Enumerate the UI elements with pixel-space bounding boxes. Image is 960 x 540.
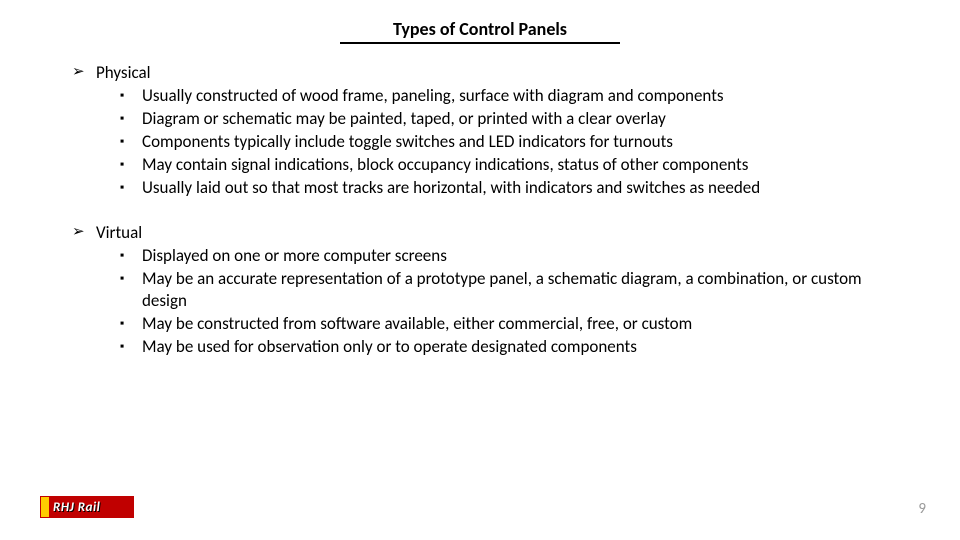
logo-text: RHJ Rail bbox=[49, 497, 133, 517]
chevron-right-icon: ➢ bbox=[72, 62, 96, 82]
bullet-l1: ➢ Virtual bbox=[72, 222, 910, 245]
square-bullet-icon: ▪ bbox=[120, 245, 142, 268]
brand-logo: RHJ Rail bbox=[40, 496, 134, 518]
section-virtual: ➢ Virtual ▪ Displayed on one or more com… bbox=[72, 222, 910, 360]
bullet-l2: ▪ Diagram or schematic may be painted, t… bbox=[72, 108, 910, 131]
square-bullet-icon: ▪ bbox=[120, 85, 142, 108]
bullet-text: Diagram or schematic may be painted, tap… bbox=[142, 108, 910, 131]
slide-title: Types of Control Panels bbox=[393, 18, 567, 40]
bullet-l2: ▪ May be used for observation only or to… bbox=[72, 336, 910, 359]
bullet-l2: ▪ Usually constructed of wood frame, pan… bbox=[72, 85, 910, 108]
square-bullet-icon: ▪ bbox=[120, 131, 142, 154]
bullet-l1: ➢ Physical bbox=[72, 62, 910, 85]
section-heading: Virtual bbox=[96, 222, 910, 245]
bullet-l2: ▪ Components typically include toggle sw… bbox=[72, 131, 910, 154]
slide-content: ➢ Physical ▪ Usually constructed of wood… bbox=[0, 44, 960, 359]
bullet-text: May contain signal indications, block oc… bbox=[142, 154, 910, 177]
bullet-text: May be constructed from software availab… bbox=[142, 313, 910, 336]
square-bullet-icon: ▪ bbox=[120, 313, 142, 336]
bullet-l2: ▪ Usually laid out so that most tracks a… bbox=[72, 177, 910, 200]
bullet-l2: ▪ May contain signal indications, block … bbox=[72, 154, 910, 177]
square-bullet-icon: ▪ bbox=[120, 268, 142, 291]
bullet-text: Usually laid out so that most tracks are… bbox=[142, 177, 910, 200]
section-heading: Physical bbox=[96, 62, 910, 85]
bullet-text: May be used for observation only or to o… bbox=[142, 336, 910, 359]
bullet-l2: ▪ Displayed on one or more computer scre… bbox=[72, 245, 910, 268]
bullet-text: Displayed on one or more computer screen… bbox=[142, 245, 910, 268]
square-bullet-icon: ▪ bbox=[120, 154, 142, 177]
bullet-l2: ▪ May be constructed from software avail… bbox=[72, 313, 910, 336]
bullet-text: Components typically include toggle swit… bbox=[142, 131, 910, 154]
bullet-text: May be an accurate representation of a p… bbox=[142, 268, 910, 314]
logo-accent-bar bbox=[41, 497, 49, 517]
bullet-l2: ▪ May be an accurate representation of a… bbox=[72, 268, 910, 314]
square-bullet-icon: ▪ bbox=[120, 177, 142, 200]
section-physical: ➢ Physical ▪ Usually constructed of wood… bbox=[72, 62, 910, 200]
bullet-text: Usually constructed of wood frame, panel… bbox=[142, 85, 910, 108]
square-bullet-icon: ▪ bbox=[120, 108, 142, 131]
page-number: 9 bbox=[918, 500, 926, 518]
square-bullet-icon: ▪ bbox=[120, 336, 142, 359]
chevron-right-icon: ➢ bbox=[72, 222, 96, 242]
